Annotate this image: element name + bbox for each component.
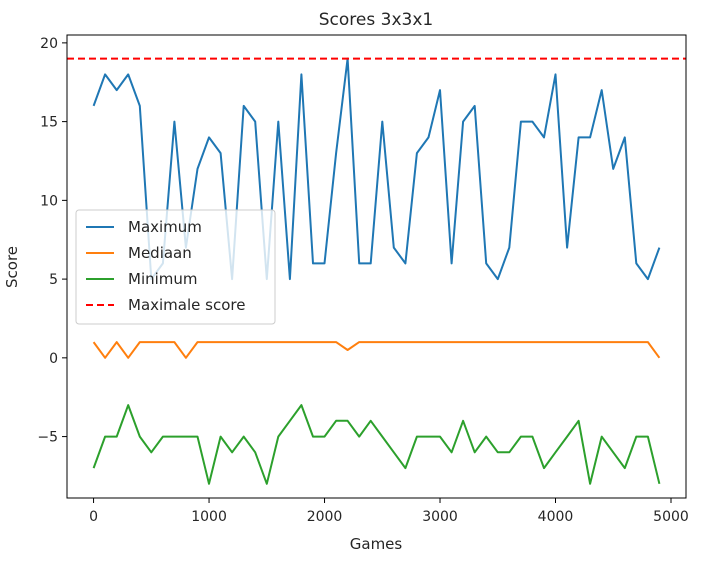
plot-frame (66, 34, 687, 499)
x-axis: 0 1000 2000 3000 4000 5000 (89, 498, 689, 525)
x-tick-label: 5000 (653, 509, 689, 525)
x-tick-label: 1000 (191, 509, 227, 525)
x-tick-label: 4000 (538, 509, 574, 525)
y-tick-label: 20 (40, 36, 58, 52)
legend-label: Minimum (128, 270, 198, 288)
y-tick-label: 0 (49, 351, 58, 367)
legend-label: Maximale score (128, 296, 245, 314)
legend-label: Mediaan (128, 244, 192, 262)
x-tick-label: 2000 (307, 509, 343, 525)
y-tick-label: −5 (37, 430, 58, 446)
legend: Maximum Mediaan Minimum Maximale score (75, 209, 276, 325)
y-tick-label: 5 (49, 272, 58, 288)
x-tick-label: 3000 (422, 509, 458, 525)
y-axis: −5 0 5 10 15 20 (37, 36, 67, 446)
series-line-mediaan (92, 341, 661, 359)
legend-label: Maximum (128, 218, 202, 236)
series-line-minimum (92, 404, 661, 485)
x-tick-label: 0 (89, 509, 98, 525)
y-axis-label: Score (3, 246, 21, 288)
x-axis-label: Games (350, 535, 403, 553)
chart-title: Scores 3x3x1 (319, 10, 433, 30)
legend-box (75, 209, 276, 325)
y-tick-label: 10 (40, 193, 58, 209)
y-tick-label: 15 (40, 115, 58, 131)
